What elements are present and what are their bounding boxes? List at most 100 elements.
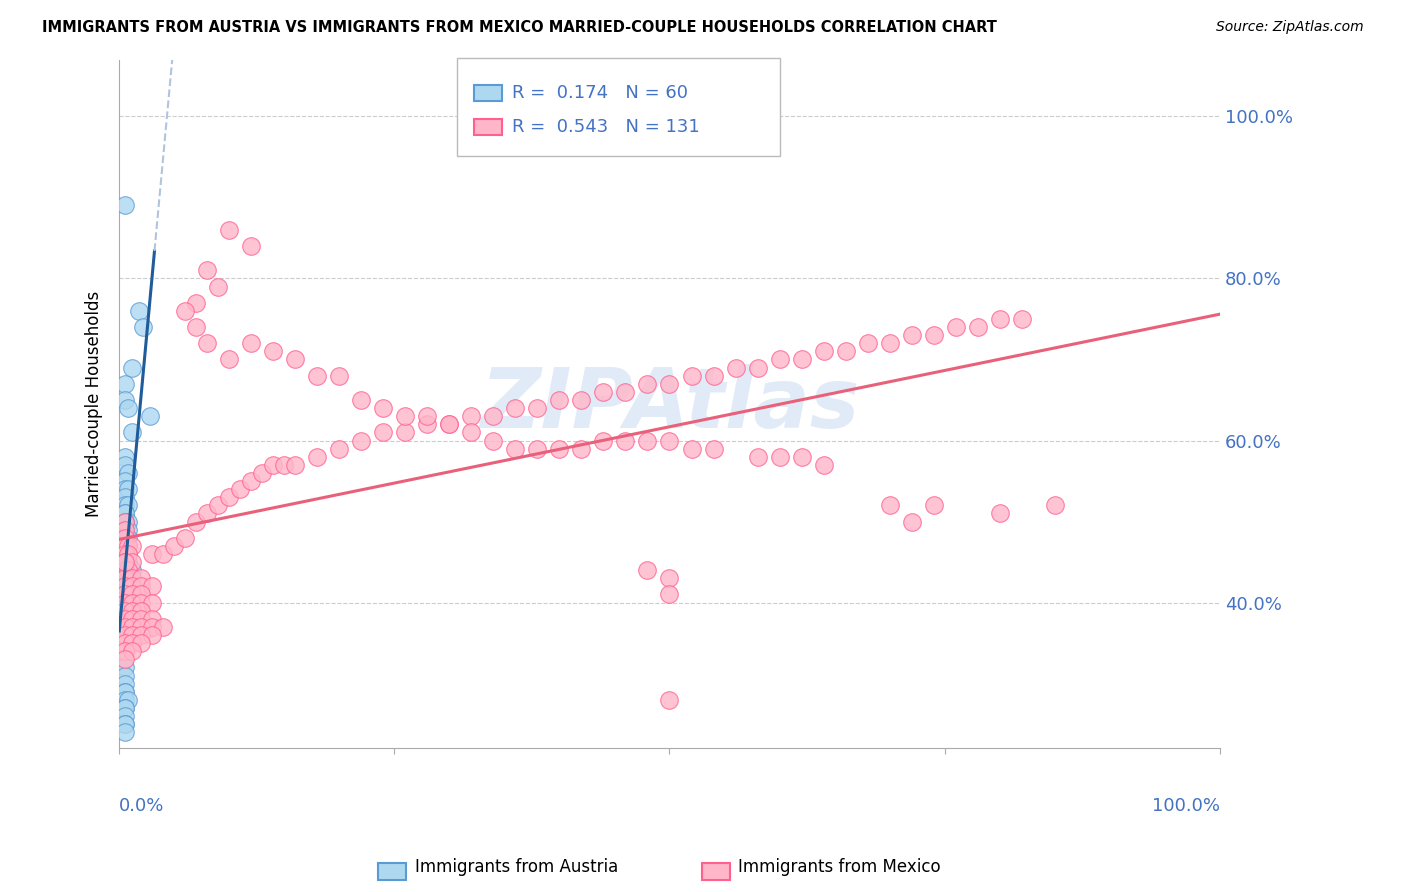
- Point: [922, 328, 945, 343]
- Point: [117, 401, 139, 416]
- Point: [114, 198, 136, 212]
- Point: [114, 652, 136, 666]
- Text: Source: ZipAtlas.com: Source: ZipAtlas.com: [1216, 20, 1364, 34]
- Point: [439, 417, 461, 432]
- Point: [114, 717, 136, 731]
- Point: [121, 596, 143, 610]
- Point: [117, 539, 139, 553]
- Point: [114, 685, 136, 699]
- Point: [1043, 499, 1066, 513]
- Point: [186, 320, 208, 334]
- Point: [328, 368, 350, 383]
- Point: [114, 701, 136, 715]
- Point: [114, 474, 136, 488]
- Point: [114, 555, 136, 569]
- Point: [117, 579, 139, 593]
- Point: [747, 450, 769, 464]
- Point: [114, 725, 136, 739]
- Point: [129, 612, 152, 626]
- Point: [637, 563, 659, 577]
- Point: [350, 434, 373, 448]
- Point: [114, 660, 136, 674]
- Point: [174, 531, 197, 545]
- Point: [121, 425, 143, 440]
- Point: [681, 368, 703, 383]
- Point: [114, 612, 136, 626]
- Point: [114, 579, 136, 593]
- Point: [121, 604, 143, 618]
- Point: [900, 328, 922, 343]
- Point: [114, 685, 136, 699]
- Point: [121, 539, 143, 553]
- Point: [121, 628, 143, 642]
- Point: [139, 409, 162, 424]
- Point: [129, 579, 152, 593]
- Point: [592, 434, 614, 448]
- Point: [141, 579, 163, 593]
- Point: [121, 620, 143, 634]
- Point: [114, 555, 136, 569]
- Point: [114, 579, 136, 593]
- Point: [129, 571, 152, 585]
- Point: [218, 490, 240, 504]
- Point: [114, 507, 136, 521]
- Point: [114, 392, 136, 407]
- Text: Immigrants from Austria: Immigrants from Austria: [415, 858, 619, 876]
- Point: [129, 620, 152, 634]
- Text: 0.0%: 0.0%: [120, 797, 165, 814]
- Point: [702, 442, 724, 456]
- Point: [1011, 312, 1033, 326]
- Point: [681, 442, 703, 456]
- Point: [637, 376, 659, 391]
- Point: [505, 442, 527, 456]
- Point: [416, 417, 439, 432]
- Point: [114, 507, 136, 521]
- Point: [114, 701, 136, 715]
- Point: [114, 523, 136, 537]
- Point: [114, 676, 136, 690]
- Point: [117, 531, 139, 545]
- Point: [114, 628, 136, 642]
- Point: [307, 450, 329, 464]
- Point: [121, 612, 143, 626]
- Point: [114, 555, 136, 569]
- Point: [240, 239, 263, 253]
- Point: [460, 425, 482, 440]
- Point: [117, 547, 139, 561]
- Point: [273, 458, 295, 472]
- Point: [152, 547, 174, 561]
- Point: [262, 458, 284, 472]
- Point: [117, 693, 139, 707]
- Point: [114, 579, 136, 593]
- Point: [548, 392, 571, 407]
- Point: [922, 499, 945, 513]
- Point: [114, 555, 136, 569]
- Point: [141, 596, 163, 610]
- Point: [658, 434, 681, 448]
- Point: [262, 344, 284, 359]
- Point: [571, 442, 593, 456]
- Point: [121, 555, 143, 569]
- Point: [114, 482, 136, 496]
- Point: [195, 263, 218, 277]
- Point: [879, 499, 901, 513]
- Point: [526, 401, 548, 416]
- Point: [416, 409, 439, 424]
- Point: [117, 563, 139, 577]
- Point: [174, 303, 197, 318]
- Point: [945, 320, 967, 334]
- Point: [526, 442, 548, 456]
- Point: [373, 425, 395, 440]
- Point: [117, 515, 139, 529]
- Point: [121, 644, 143, 658]
- Point: [114, 628, 136, 642]
- Point: [114, 450, 136, 464]
- Point: [658, 376, 681, 391]
- Point: [790, 352, 813, 367]
- Point: [121, 360, 143, 375]
- Point: [207, 499, 229, 513]
- Point: [373, 401, 395, 416]
- Point: [856, 336, 879, 351]
- Point: [114, 596, 136, 610]
- Point: [117, 482, 139, 496]
